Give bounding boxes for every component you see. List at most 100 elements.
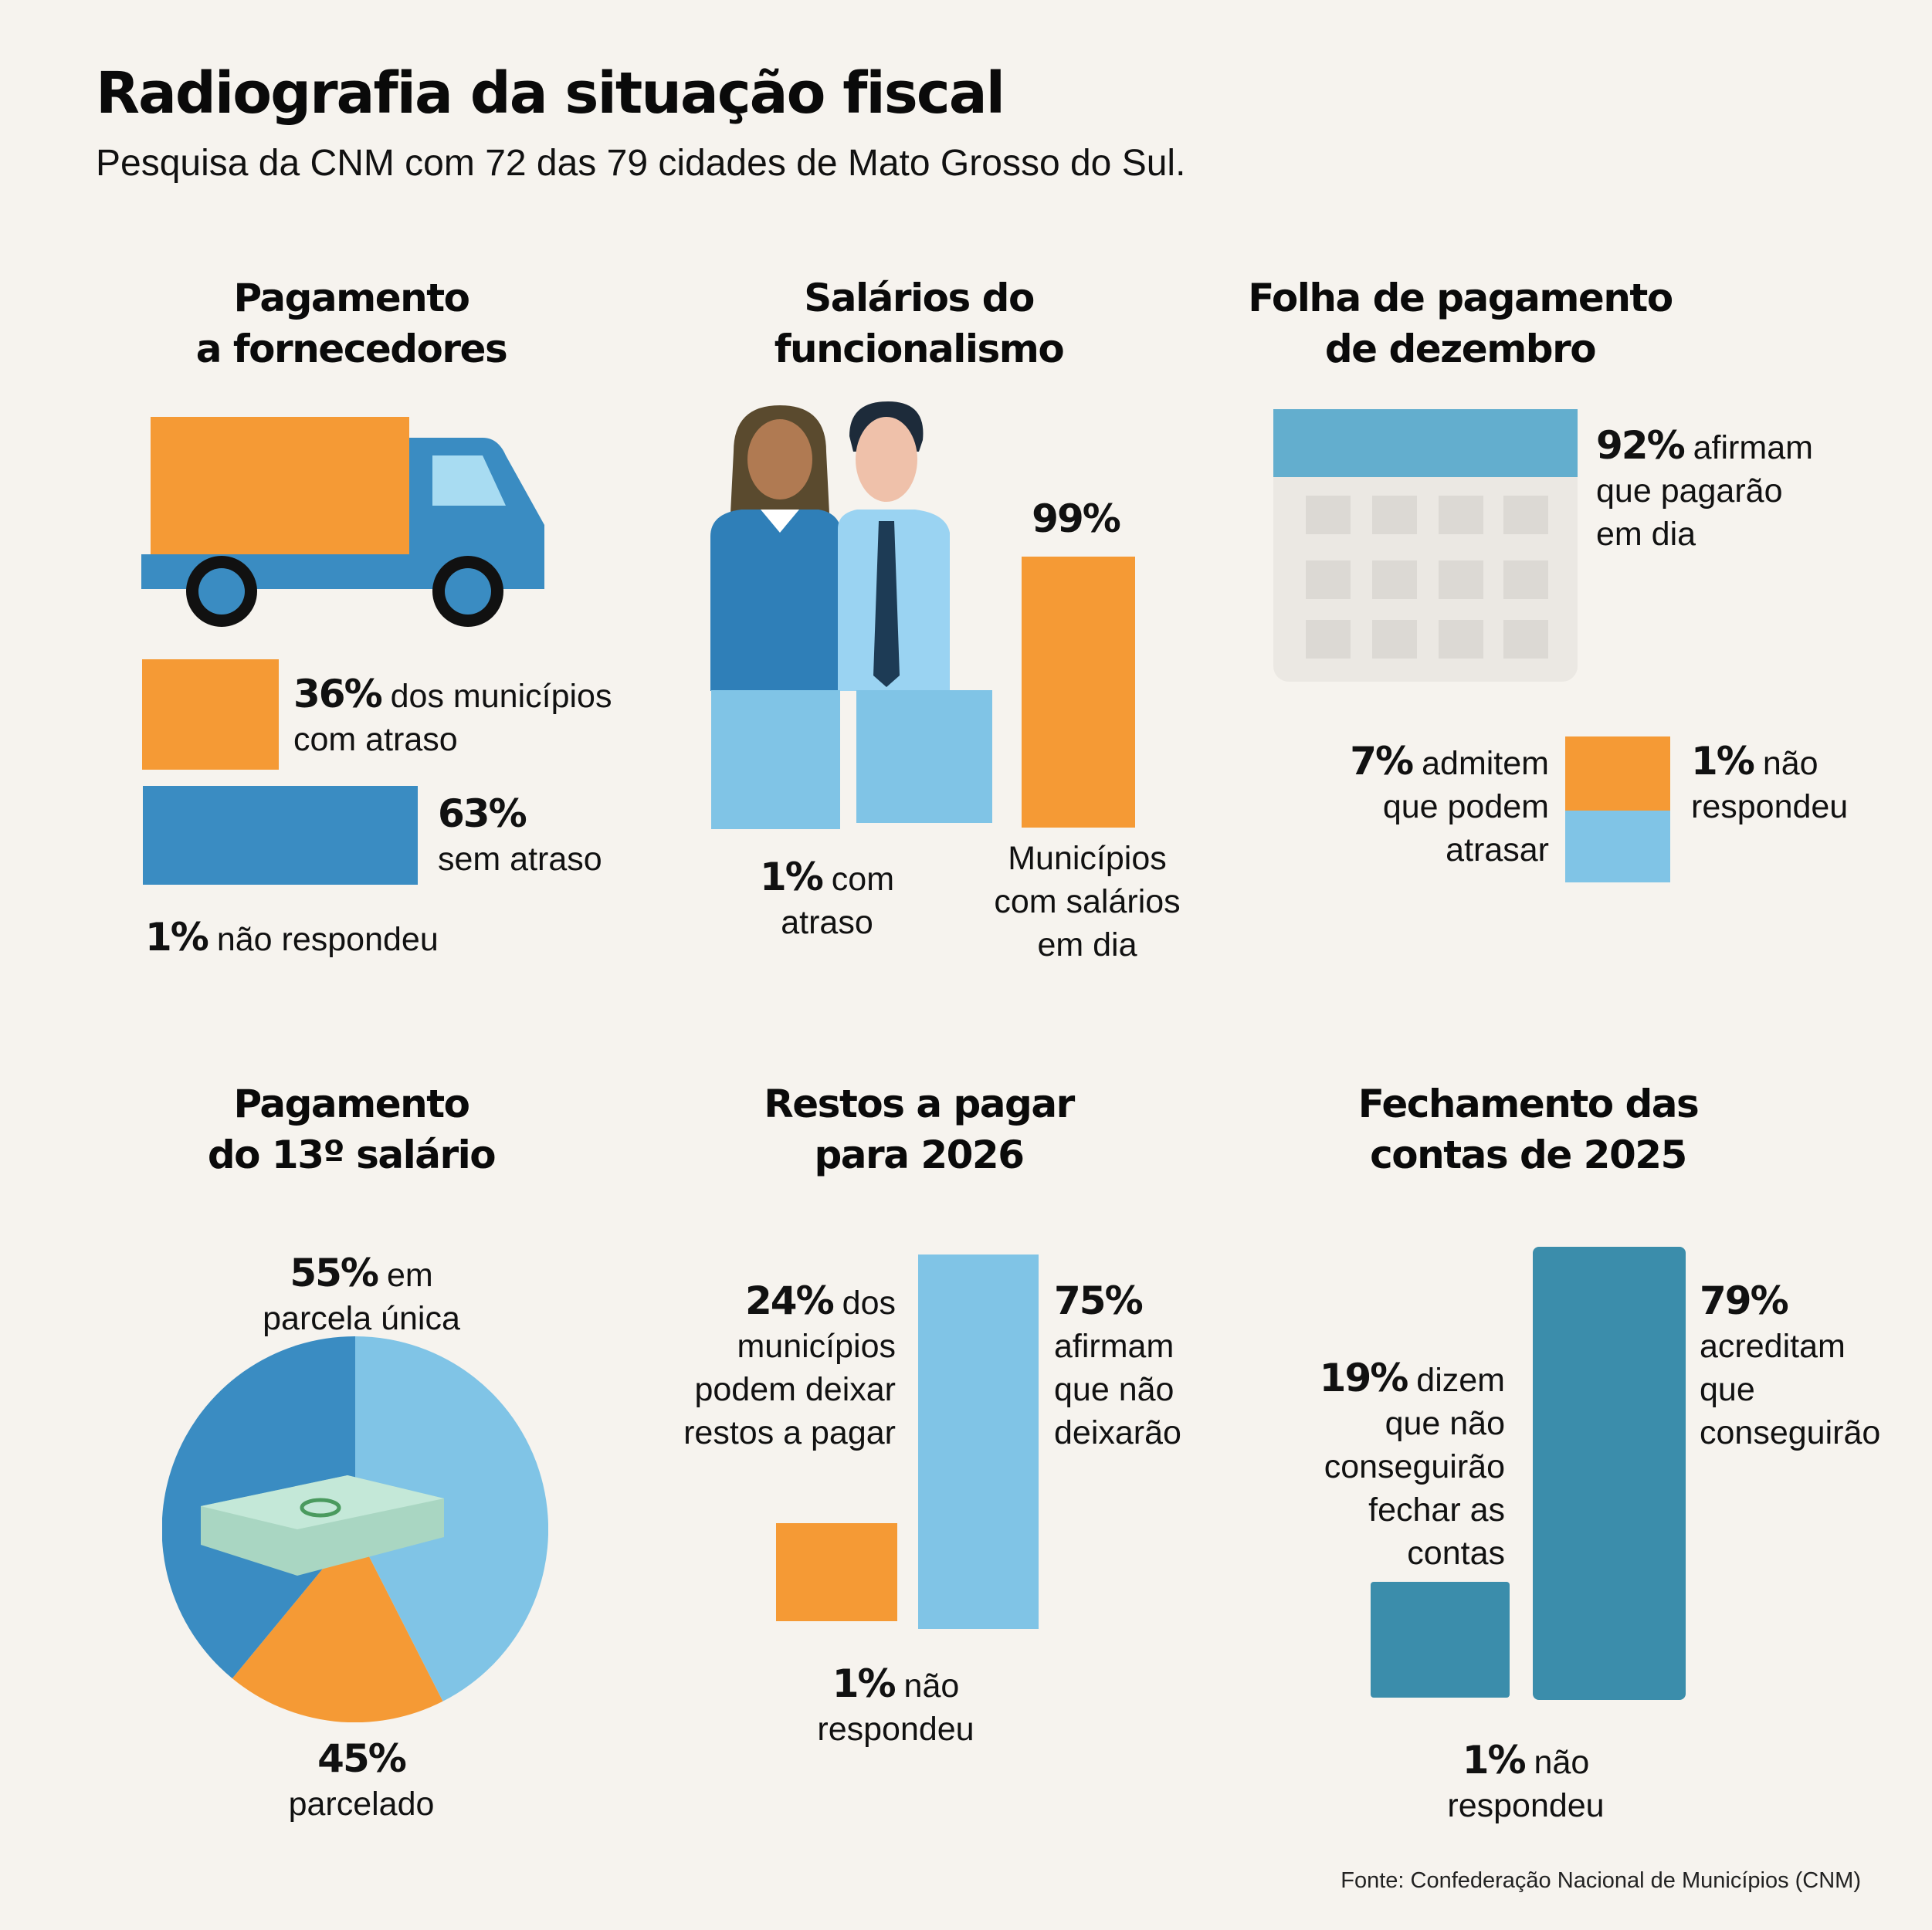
label-text: respondeu — [817, 1711, 974, 1748]
label-text: em dia — [1037, 926, 1137, 963]
label-nao-respondeu: 1% não respondeu — [145, 915, 439, 961]
label-salarios-atraso: 1% com atraso — [711, 855, 943, 944]
section-title-salarios: Salários do funcionalismo — [649, 273, 1189, 374]
label-45: 45% parcelado — [207, 1736, 516, 1826]
label-55: 55% em parcela única — [207, 1251, 516, 1340]
label-text: que — [1700, 1371, 1755, 1408]
bar-podem-deixar — [776, 1523, 897, 1621]
section-title-restos: Restos a pagar para 2026 — [649, 1078, 1189, 1180]
pie-slice-orange — [232, 1529, 443, 1722]
money-stack-icon — [201, 1475, 444, 1576]
bar-nao-deixarao — [918, 1254, 1039, 1629]
pct-value: 75% — [1054, 1278, 1144, 1323]
label-fechamento-nao-respondeu: 1% não respondeu — [1371, 1738, 1680, 1827]
pct-value: 92% — [1596, 423, 1686, 468]
section-title-decimo: Pagamento do 13º salário — [81, 1078, 622, 1180]
label-text: parcelado — [288, 1786, 435, 1823]
title-line: Fechamento das — [1357, 1082, 1700, 1126]
label-24: 24% dos municípios podem deixar restos a… — [587, 1278, 896, 1454]
label-79: 79% acreditam que conseguirão — [1700, 1278, 1880, 1454]
label-text: conseguirão — [1324, 1448, 1505, 1485]
title-line: funcionalismo — [774, 327, 1065, 371]
label-text: que não — [1385, 1405, 1505, 1442]
label-text: dizem — [1416, 1362, 1505, 1399]
title-line: de dezembro — [1324, 327, 1597, 371]
label-19: 19% dizem que não conseguirão fechar as … — [1196, 1356, 1505, 1575]
pct-value: 99% — [1032, 496, 1121, 541]
section-title-folha: Folha de pagamento de dezembro — [1190, 273, 1730, 374]
title-line: Salários do — [804, 276, 1035, 320]
label-text: com atraso — [293, 721, 458, 758]
pct-value: 63% — [438, 791, 527, 836]
bar-com-atraso — [142, 659, 279, 770]
pct-value: 1% — [145, 915, 209, 960]
bar-conseguirao — [1533, 1247, 1686, 1700]
label-text: atrasar — [1446, 831, 1549, 868]
title-line: Restos a pagar — [764, 1082, 1075, 1126]
label-text: não — [1762, 745, 1818, 782]
label-text: que não — [1054, 1371, 1174, 1408]
label-folha-nao-respondeu: 1% não respondeu — [1691, 739, 1848, 828]
truck-icon — [141, 417, 544, 627]
section-title-fornecedores: Pagamento a fornecedores — [81, 273, 622, 374]
pct-value: 79% — [1700, 1278, 1789, 1323]
pie-slice-light — [355, 1336, 548, 1701]
title-line: para 2026 — [814, 1133, 1025, 1177]
label-text: dos municípios — [390, 678, 612, 715]
label-text: com — [831, 861, 895, 898]
bar-nao-conseguirao — [1371, 1582, 1510, 1698]
title-line: Folha de pagamento — [1248, 276, 1673, 320]
label-text: sem atraso — [438, 841, 602, 878]
title-line: Pagamento — [233, 276, 470, 320]
label-text: não — [903, 1668, 960, 1705]
source-note: Fonte: Confederação Nacional de Municípi… — [1341, 1868, 1861, 1893]
title-line: a fornecedores — [195, 327, 508, 371]
title-line: contas de 2025 — [1370, 1133, 1687, 1177]
pct-value: 45% — [317, 1736, 407, 1781]
label-text: com salários — [994, 883, 1181, 920]
label-sem-atraso: 63% sem atraso — [438, 791, 602, 881]
pct-value: 1% — [832, 1661, 897, 1706]
label-text: deixarão — [1054, 1414, 1181, 1451]
pct-value: 1% — [1462, 1738, 1527, 1783]
label-7: 7% admitem que podem atrasar — [1240, 739, 1549, 872]
label-text: contas — [1407, 1535, 1505, 1572]
label-text: restos a pagar — [683, 1414, 896, 1451]
label-salarios-em-dia: Municípios com salários em dia — [971, 837, 1203, 967]
title-line: Pagamento — [233, 1082, 470, 1126]
pct-value: 1% — [1691, 739, 1755, 784]
calendar-icon — [1273, 409, 1578, 682]
label-text: que podem — [1382, 788, 1549, 825]
label-text: não respondeu — [216, 921, 439, 958]
label-text: atraso — [781, 904, 873, 941]
label-text: podem deixar — [694, 1371, 896, 1408]
label-text: afirmam — [1693, 429, 1813, 466]
pct-value: 36% — [293, 672, 383, 716]
pct-value: 24% — [745, 1278, 835, 1323]
pie-chart — [162, 1336, 548, 1722]
label-92: 92% afirmam que pagarão em dia — [1596, 423, 1813, 556]
label-text: afirmam — [1054, 1328, 1174, 1365]
pct-value: 55% — [290, 1251, 379, 1295]
section-title-fechamento: Fechamento das contas de 2025 — [1258, 1078, 1798, 1180]
label-text: em dia — [1596, 516, 1696, 553]
label-text: conseguirão — [1700, 1414, 1881, 1451]
block-light — [856, 690, 992, 823]
label-text: admitem — [1422, 745, 1549, 782]
bar-atrasar — [1565, 736, 1670, 811]
label-text: municípios — [737, 1328, 896, 1365]
label-99: 99% — [998, 496, 1153, 543]
label-text: não — [1534, 1744, 1590, 1781]
label-text: Municípios — [1008, 840, 1167, 877]
bar-salarios-em-dia — [1022, 557, 1135, 828]
label-75: 75% afirmam que não deixarão — [1054, 1278, 1181, 1454]
bar-sem-atraso — [143, 786, 418, 885]
label-text: em — [386, 1257, 433, 1294]
label-text: respondeu — [1691, 788, 1849, 825]
label-text: que pagarão — [1596, 472, 1783, 510]
label-com-atraso: 36% dos municípios com atraso — [293, 672, 612, 761]
page-title: Radiografia da situação fiscal — [96, 60, 1005, 127]
pct-value: 7% — [1350, 739, 1414, 784]
title-line: do 13º salário — [207, 1133, 497, 1177]
block-light — [711, 690, 840, 829]
